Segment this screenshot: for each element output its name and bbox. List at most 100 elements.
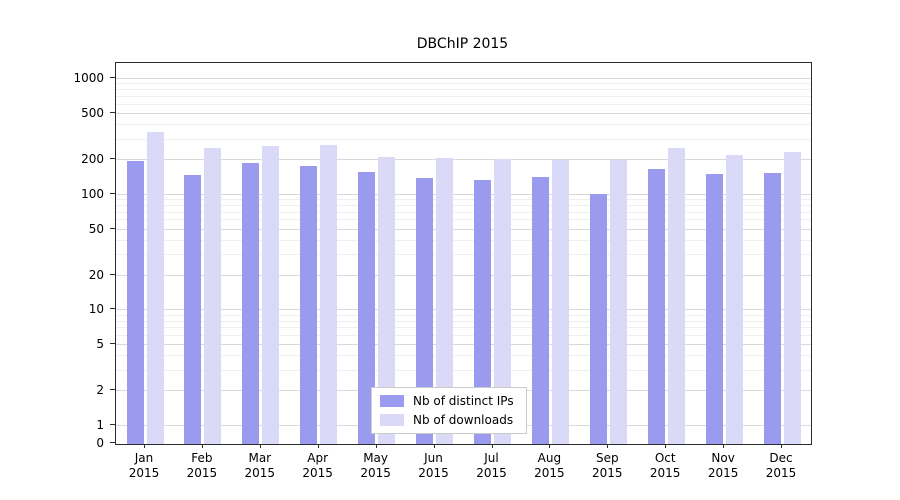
x-tick-mark <box>665 444 667 448</box>
bar-distinct-ips <box>358 172 376 444</box>
y-tick-label: 10 <box>88 302 104 317</box>
gridline <box>116 314 811 316</box>
gridline <box>116 327 811 329</box>
legend-swatch-downloads <box>380 414 404 426</box>
gridline <box>116 219 811 221</box>
legend-label-ips: Nb of distinct IPs <box>413 394 514 408</box>
x-axis-ticks <box>115 444 810 450</box>
gridline <box>116 344 811 346</box>
legend-swatch-ips <box>380 395 404 407</box>
y-tick-mark <box>110 424 115 425</box>
gridline <box>116 320 811 322</box>
bar-downloads <box>320 145 338 444</box>
bar-downloads <box>204 147 222 444</box>
bar-downloads <box>783 152 801 444</box>
x-tick-mark <box>781 444 782 448</box>
gridline <box>116 103 811 105</box>
gridline <box>116 124 811 125</box>
x-tick-label: Apr 2015 <box>302 451 333 480</box>
y-tick-label: 1000 <box>73 71 104 85</box>
bar-distinct-ips <box>705 173 723 444</box>
gridline <box>116 89 811 91</box>
gridline <box>116 95 811 97</box>
bar-distinct-ips <box>126 160 144 444</box>
y-tick-mark <box>110 308 115 310</box>
y-tick-mark <box>110 157 115 159</box>
y-axis-labels: 0 1 2 5 10 20 50 100 200 500 1000 <box>0 62 104 450</box>
y-tick-label: 1 <box>96 418 104 432</box>
gridline <box>116 158 811 160</box>
plot-area: Nb of distinct IPs Nb of downloads <box>115 62 812 445</box>
x-tick-label: Jan 2015 <box>128 451 160 480</box>
y-axis-ticks <box>109 62 115 443</box>
y-tick-mark <box>110 227 115 229</box>
bar-downloads <box>494 159 511 444</box>
bar-distinct-ips <box>763 172 781 444</box>
gridline <box>116 211 811 213</box>
x-tick-mark <box>723 444 725 448</box>
legend: Nb of distinct IPs Nb of downloads <box>371 387 527 434</box>
bar-distinct-ips <box>474 179 491 444</box>
gridline <box>116 355 811 357</box>
legend-item-distinct-ips: Nb of distinct IPs <box>380 394 514 408</box>
x-tick-mark <box>375 444 377 448</box>
bar-distinct-ips <box>647 168 665 444</box>
x-axis-labels: Jan 2015 Feb 2015 Mar 2015 Apr 2015 May 2015 Jun 20… <box>115 451 810 487</box>
y-tick-mark <box>110 343 115 345</box>
gridline <box>116 335 811 336</box>
bar-downloads <box>436 158 453 444</box>
gridline <box>116 78 811 79</box>
gridline <box>116 193 811 195</box>
bar-distinct-ips <box>589 193 607 444</box>
bar-distinct-ips <box>242 163 260 444</box>
y-tick-label: 20 <box>88 267 104 282</box>
x-tick-mark <box>144 444 145 448</box>
bar-downloads <box>609 159 627 444</box>
bar-distinct-ips <box>531 176 549 444</box>
y-tick-label: 0 <box>96 436 104 450</box>
gridline <box>116 138 811 140</box>
y-tick-label: 500 <box>81 105 104 120</box>
gridline <box>116 239 811 241</box>
bar-distinct-ips <box>416 177 433 444</box>
gridline <box>116 83 811 85</box>
x-tick-mark <box>549 444 551 448</box>
x-tick-mark <box>317 444 319 448</box>
x-tick-label: May 2015 <box>360 451 391 480</box>
bar-downloads <box>378 156 396 444</box>
x-tick-label: Jun 2015 <box>418 451 449 480</box>
y-tick-label: 2 <box>96 383 104 398</box>
bar-downloads <box>146 131 164 444</box>
gridline <box>116 199 811 200</box>
y-tick-mark <box>110 77 115 78</box>
x-tick-label: Jul 2015 <box>476 451 507 480</box>
y-tick-mark <box>110 111 115 113</box>
y-tick-mark <box>110 192 115 194</box>
bar-downloads <box>262 145 280 444</box>
x-tick-label: Sep 2015 <box>592 451 623 480</box>
x-tick-label: Nov 2015 <box>707 451 739 480</box>
y-tick-label: 5 <box>96 337 104 352</box>
legend-item-downloads: Nb of downloads <box>380 413 514 427</box>
chart-title: DBChIP 2015 <box>416 36 509 52</box>
gridline <box>116 274 811 276</box>
x-tick-label: Oct 2015 <box>649 451 681 480</box>
legend-label-downloads: Nb of downloads <box>413 413 514 427</box>
x-tick-mark <box>201 444 203 448</box>
y-tick-label: 200 <box>81 151 104 166</box>
y-tick-label: 50 <box>88 221 104 236</box>
gridline <box>116 309 811 311</box>
x-tick-mark <box>433 444 435 448</box>
bar-distinct-ips <box>300 166 318 444</box>
x-tick-label: Dec 2015 <box>765 451 797 480</box>
gridline <box>116 112 811 114</box>
x-tick-mark <box>259 444 261 448</box>
gridline <box>116 228 811 230</box>
x-tick-label: Feb 2015 <box>186 451 218 480</box>
bar-downloads <box>551 160 569 444</box>
x-tick-mark <box>607 444 609 448</box>
gridline <box>116 254 811 256</box>
gridline <box>116 369 811 371</box>
x-tick-mark <box>491 444 493 448</box>
